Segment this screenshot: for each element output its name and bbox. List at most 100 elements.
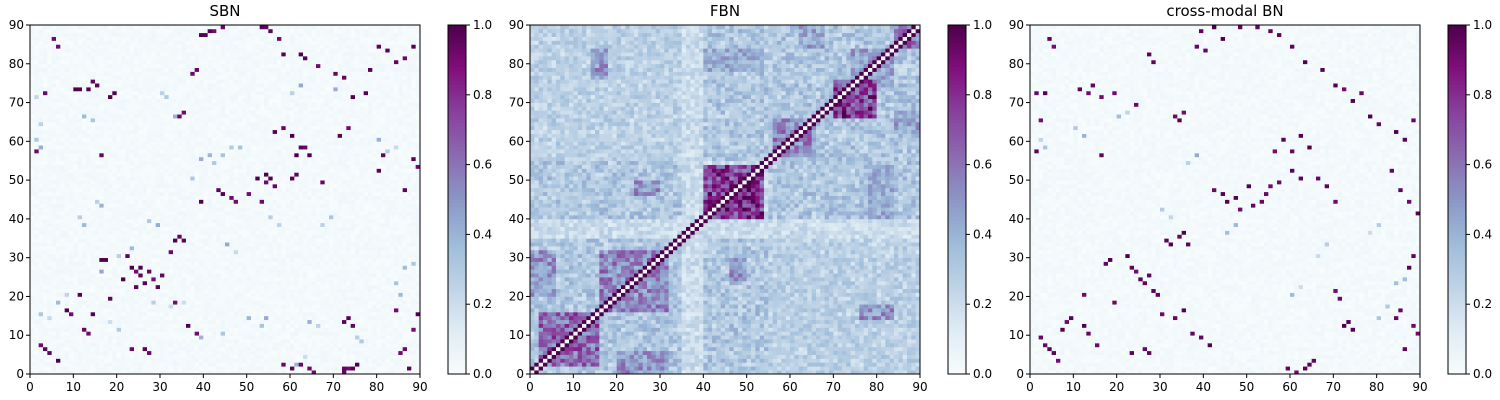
- heatmap-cell: [260, 52, 265, 56]
- heatmap-cell: [242, 161, 247, 165]
- heatmap-cell: [30, 293, 35, 297]
- heatmap-cell: [199, 95, 204, 99]
- heatmap-cell: [95, 52, 100, 56]
- heatmap-cell: [73, 180, 78, 184]
- heatmap-cell: [173, 320, 178, 324]
- heatmap-cell: [234, 281, 239, 285]
- heatmap-cell: [260, 126, 265, 130]
- heatmap-cell: [164, 106, 169, 110]
- heatmap-cell: [247, 262, 252, 266]
- heatmap-cell: [177, 203, 182, 207]
- heatmap-cell: [212, 335, 217, 339]
- heatmap-cell: [30, 304, 35, 308]
- heatmap-cell: [91, 44, 96, 48]
- heatmap-cell: [203, 68, 208, 72]
- heatmap-cell: [138, 103, 143, 107]
- heatmap-cell: [169, 68, 174, 72]
- heatmap-cell: [247, 355, 252, 359]
- heatmap-cell: [143, 238, 148, 242]
- heatmap-cell: [234, 184, 239, 188]
- heatmap-cell: [112, 161, 117, 165]
- heatmap-cell: [52, 362, 57, 366]
- heatmap-cell: [86, 141, 91, 145]
- heatmap-cell: [264, 304, 269, 308]
- heatmap-cell: [65, 219, 70, 223]
- heatmap-cell: [91, 343, 96, 347]
- heatmap-cell: [99, 262, 104, 266]
- heatmap-cell: [238, 327, 243, 331]
- heatmap-cell: [117, 331, 122, 335]
- heatmap-cell: [182, 327, 187, 331]
- heatmap-cell: [255, 335, 260, 339]
- heatmap-cell: [86, 33, 91, 37]
- heatmap-cell: [99, 207, 104, 211]
- heatmap-cell: [112, 114, 117, 118]
- heatmap-cell: [247, 293, 252, 297]
- heatmap-cell: [203, 44, 208, 48]
- heatmap-cell: [264, 355, 269, 359]
- heatmap-cell: [151, 219, 156, 223]
- heatmap-cell: [151, 157, 156, 161]
- heatmap-cell: [234, 258, 239, 262]
- heatmap-cell: [173, 312, 178, 316]
- heatmap-cell: [138, 126, 143, 130]
- heatmap-cell: [134, 327, 139, 331]
- heatmap-cell: [39, 254, 44, 258]
- heatmap-cell: [234, 72, 239, 76]
- heatmap-cell: [73, 56, 78, 60]
- heatmap-cell: [199, 355, 204, 359]
- heatmap-cell: [190, 114, 195, 118]
- heatmap-cell: [130, 211, 135, 215]
- heatmap-cell: [147, 56, 152, 60]
- heatmap-cell: [229, 227, 234, 231]
- heatmap-cell: [91, 335, 96, 339]
- heatmap-cell: [82, 343, 87, 347]
- heatmap-cell: [156, 320, 161, 324]
- heatmap-cell: [177, 316, 182, 320]
- heatmap-cell: [242, 64, 247, 68]
- heatmap-cell: [125, 99, 130, 103]
- heatmap-cell: [73, 227, 78, 231]
- heatmap-cell: [108, 48, 113, 52]
- heatmap-cell: [234, 91, 239, 95]
- heatmap-cell: [78, 308, 83, 312]
- heatmap-cell: [138, 165, 143, 169]
- heatmap-cell: [95, 79, 100, 83]
- heatmap-cell: [264, 231, 269, 235]
- heatmap-cell: [138, 269, 143, 273]
- heatmap-cell: [195, 106, 200, 110]
- heatmap-cell: [30, 223, 35, 227]
- heatmap-cell: [234, 339, 239, 343]
- heatmap-cell: [234, 52, 239, 56]
- heatmap-cell: [195, 37, 200, 41]
- heatmap-cell: [86, 320, 91, 324]
- heatmap-cell: [156, 79, 161, 83]
- heatmap-cell: [238, 238, 243, 242]
- heatmap-cell: [255, 289, 260, 293]
- heatmap-cell: [216, 184, 221, 188]
- heatmap-cell: [112, 304, 117, 308]
- heatmap-cell: [195, 207, 200, 211]
- heatmap-cell: [203, 269, 208, 273]
- heatmap-cell: [39, 358, 44, 362]
- heatmap-cell: [186, 176, 191, 180]
- heatmap-cell: [73, 366, 78, 370]
- heatmap-cell: [121, 231, 126, 235]
- heatmap-cell: [255, 64, 260, 68]
- heatmap-cell: [203, 134, 208, 138]
- heatmap-cell: [104, 231, 109, 235]
- heatmap-cell: [39, 196, 44, 200]
- heatmap-cell: [260, 87, 265, 91]
- heatmap-cell: [69, 48, 74, 52]
- heatmap-cell: [121, 211, 126, 215]
- heatmap-cell: [264, 316, 269, 320]
- heatmap-cell: [151, 285, 156, 289]
- heatmap-cell: [242, 180, 247, 184]
- heatmap-cell: [65, 114, 70, 118]
- heatmap-cell: [221, 258, 226, 262]
- heatmap-cell: [82, 331, 87, 335]
- heatmap-cell: [104, 60, 109, 64]
- heatmap-cell: [134, 137, 139, 141]
- heatmap-cell: [173, 258, 178, 262]
- heatmap-cell: [147, 300, 152, 304]
